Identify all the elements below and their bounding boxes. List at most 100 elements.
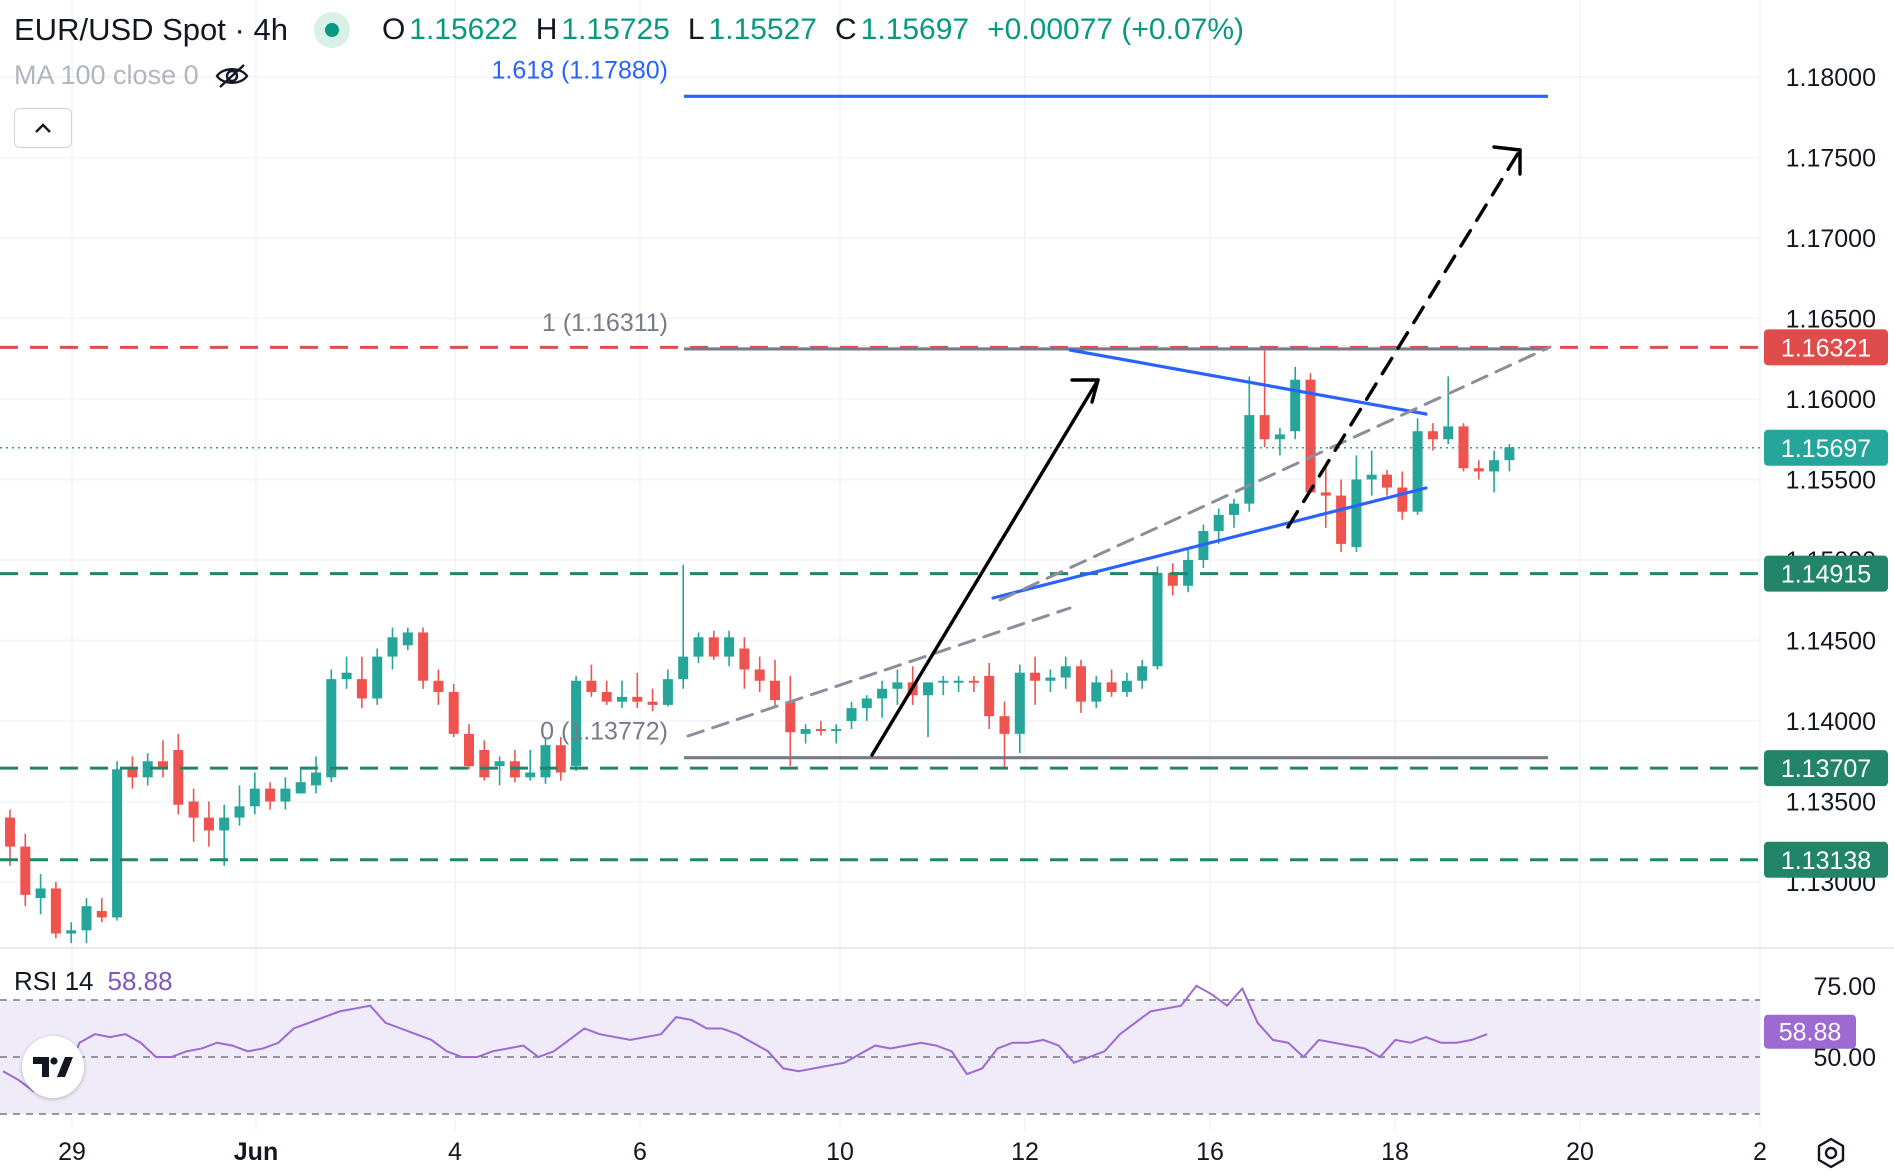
candle <box>785 675 796 767</box>
candle <box>127 756 138 789</box>
candle <box>571 675 582 771</box>
candle-body <box>632 696 643 702</box>
candle <box>739 637 750 689</box>
candle <box>1351 455 1362 552</box>
candle-body <box>1427 431 1438 440</box>
price-axis: 1.18000 1.17500 1.17000 1.16500 1.16000 1.155… <box>1786 64 1876 897</box>
market-status-icon[interactable] <box>313 12 350 48</box>
candle <box>892 669 903 705</box>
candle <box>311 756 321 794</box>
candle-body <box>372 656 383 699</box>
collapse-legend-button[interactable] <box>14 108 72 148</box>
candle <box>188 788 199 842</box>
candle <box>326 669 337 783</box>
candle-body <box>1045 677 1056 681</box>
candle <box>724 630 735 667</box>
open-value: 1.15622 <box>409 13 518 46</box>
tradingview-logo[interactable] <box>22 1036 84 1098</box>
candle <box>555 737 566 781</box>
candle <box>203 801 214 847</box>
candle-body <box>1030 672 1041 681</box>
price-tag-label: 1.14915 <box>1781 561 1871 589</box>
candle <box>479 740 490 781</box>
candle-body <box>923 682 933 696</box>
candle-body <box>647 701 658 705</box>
price-tick-label: 1.16000 <box>1786 386 1876 414</box>
price-tag-box <box>1764 841 1888 878</box>
candle-body <box>678 656 689 680</box>
price-tag-box <box>1764 429 1888 466</box>
rsi-tick-label: 75.00 <box>1813 973 1876 1001</box>
candle <box>617 680 627 709</box>
time-axis: 29 Jun 4 6 10 12 16 18 20 2 <box>58 1138 1767 1166</box>
candle <box>1427 423 1438 451</box>
candle-body <box>188 801 199 818</box>
time-tick-label: 2 <box>1753 1138 1767 1166</box>
price-tick-label: 1.13500 <box>1786 789 1876 817</box>
candle-body <box>112 769 123 918</box>
candle-body <box>1290 379 1301 432</box>
candle-body <box>20 846 31 895</box>
price-tick-label: 1.17500 <box>1786 145 1876 173</box>
candle <box>1183 547 1194 593</box>
candle <box>540 737 551 784</box>
high-value: 1.15725 <box>561 13 670 46</box>
candle-body <box>1167 572 1178 586</box>
price-tag-box <box>1764 329 1888 366</box>
rsi-line <box>2 984 1488 1093</box>
candle <box>418 627 429 689</box>
candle <box>20 833 31 907</box>
settings-icon[interactable] <box>1814 1136 1848 1170</box>
candle <box>1030 656 1041 705</box>
candle-body <box>739 648 750 670</box>
ma-indicator-legend[interactable]: MA 100 close 0 <box>14 60 249 91</box>
candle <box>1213 508 1224 544</box>
candle-body <box>1366 474 1377 480</box>
candle <box>968 675 979 693</box>
candle-body <box>311 772 321 786</box>
candle-body <box>800 729 811 734</box>
candle <box>1320 463 1331 528</box>
ma-indicator-label: MA 100 close 0 <box>14 60 199 90</box>
candle-body <box>341 672 352 680</box>
candle-body <box>1106 682 1117 693</box>
eye-off-icon[interactable] <box>215 63 249 89</box>
candle <box>1045 669 1056 693</box>
candle-body <box>938 680 949 683</box>
candle-body <box>1137 666 1148 681</box>
candle-body <box>953 680 964 683</box>
candle-body <box>525 772 536 778</box>
candle-body <box>984 675 995 717</box>
price-tick-label: 1.14500 <box>1786 628 1876 656</box>
candle-body <box>234 806 245 818</box>
candle <box>693 632 704 664</box>
price-tag-label: 1.13138 <box>1781 847 1871 875</box>
candle <box>295 769 306 794</box>
rsi-legend[interactable]: RSI 14 58.88 <box>14 966 173 997</box>
candle-body <box>1213 514 1224 532</box>
candle <box>1366 450 1377 496</box>
price-tick-label: 1.15500 <box>1786 467 1876 495</box>
candle-body <box>1305 379 1316 493</box>
candle-body <box>770 680 780 701</box>
candle <box>96 898 107 923</box>
candle <box>112 761 123 921</box>
candle <box>1091 675 1102 709</box>
candle <box>953 675 964 693</box>
candle-body <box>418 632 429 681</box>
rsi-label: RSI 14 <box>14 966 94 996</box>
candle-body <box>815 729 826 732</box>
candle <box>249 772 260 815</box>
candle <box>984 663 995 730</box>
candle-body <box>81 906 92 931</box>
candle-body <box>1274 434 1285 440</box>
price-tag-label: 1.16321 <box>1781 334 1871 362</box>
candle-body <box>846 708 857 721</box>
candle <box>1229 498 1239 528</box>
projection-line <box>1286 148 1522 529</box>
symbol-title[interactable]: EUR/USD Spot · 4h <box>14 12 288 47</box>
candle <box>173 733 184 815</box>
candle-body <box>785 701 796 733</box>
